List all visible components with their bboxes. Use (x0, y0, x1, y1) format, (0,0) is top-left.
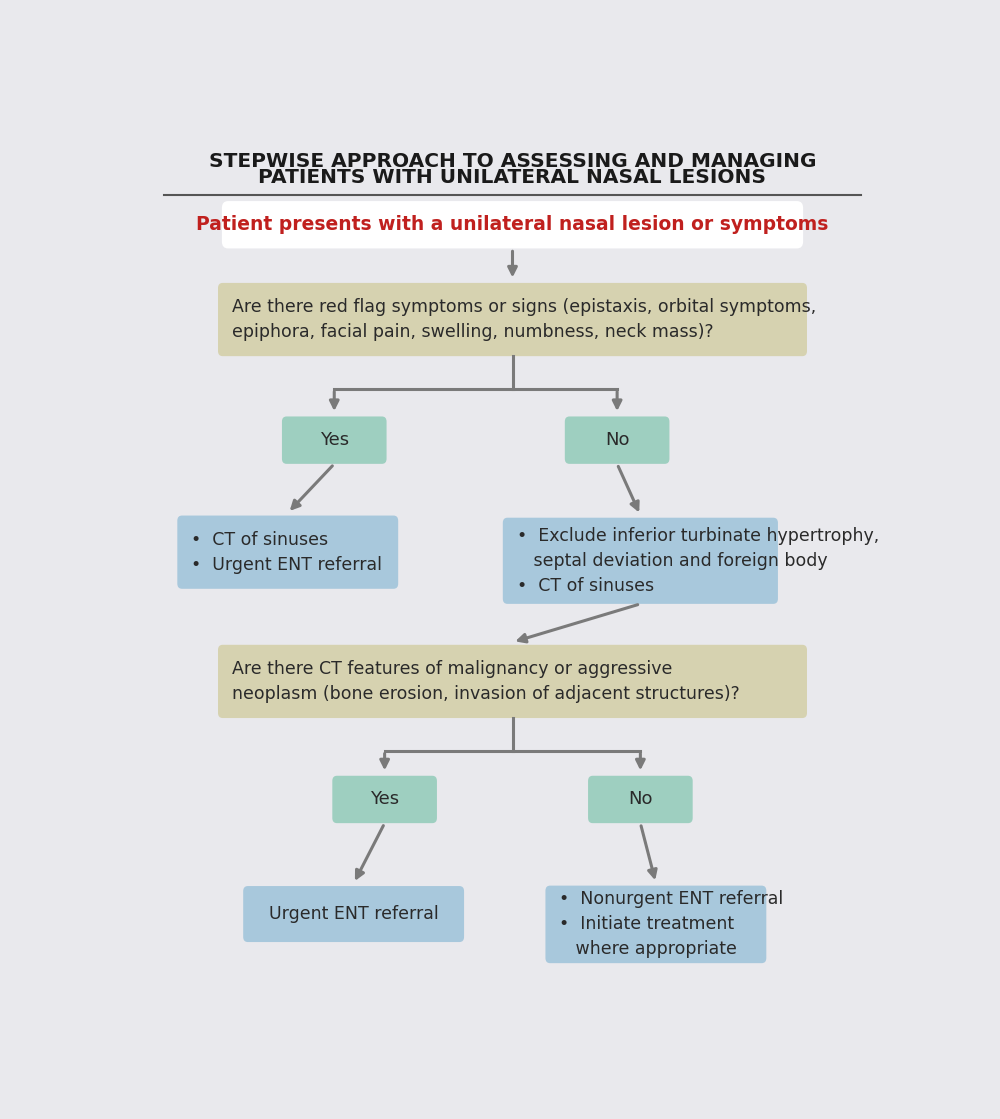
Text: Are there CT features of malignancy or aggressive
neoplasm (bone erosion, invasi: Are there CT features of malignancy or a… (232, 660, 740, 703)
Text: No: No (605, 431, 629, 449)
Text: Patient presents with a unilateral nasal lesion or symptoms: Patient presents with a unilateral nasal… (196, 215, 829, 234)
FancyBboxPatch shape (218, 283, 807, 356)
Text: •  CT of sinuses
•  Urgent ENT referral: • CT of sinuses • Urgent ENT referral (191, 530, 382, 574)
FancyBboxPatch shape (565, 416, 669, 464)
Text: No: No (628, 790, 653, 808)
FancyBboxPatch shape (503, 518, 778, 604)
FancyBboxPatch shape (218, 645, 807, 718)
Text: Yes: Yes (320, 431, 349, 449)
FancyBboxPatch shape (177, 516, 398, 589)
FancyBboxPatch shape (332, 775, 437, 824)
FancyBboxPatch shape (243, 886, 464, 942)
FancyBboxPatch shape (545, 885, 766, 963)
Text: STEPWISE APPROACH TO ASSESSING AND MANAGING: STEPWISE APPROACH TO ASSESSING AND MANAG… (209, 152, 816, 171)
FancyBboxPatch shape (588, 775, 693, 824)
Text: Are there red flag symptoms or signs (epistaxis, orbital symptoms,
epiphora, fac: Are there red flag symptoms or signs (ep… (232, 298, 816, 341)
Text: Urgent ENT referral: Urgent ENT referral (269, 905, 438, 923)
FancyBboxPatch shape (282, 416, 387, 464)
Text: •  Nonurgent ENT referral
•  Initiate treatment
   where appropriate: • Nonurgent ENT referral • Initiate trea… (559, 891, 784, 958)
Text: •  Exclude inferior turbinate hypertrophy,
   septal deviation and foreign body
: • Exclude inferior turbinate hypertrophy… (517, 527, 879, 595)
Text: PATIENTS WITH UNILATERAL NASAL LESIONS: PATIENTS WITH UNILATERAL NASAL LESIONS (258, 168, 767, 187)
Text: Yes: Yes (370, 790, 399, 808)
FancyBboxPatch shape (222, 201, 803, 248)
